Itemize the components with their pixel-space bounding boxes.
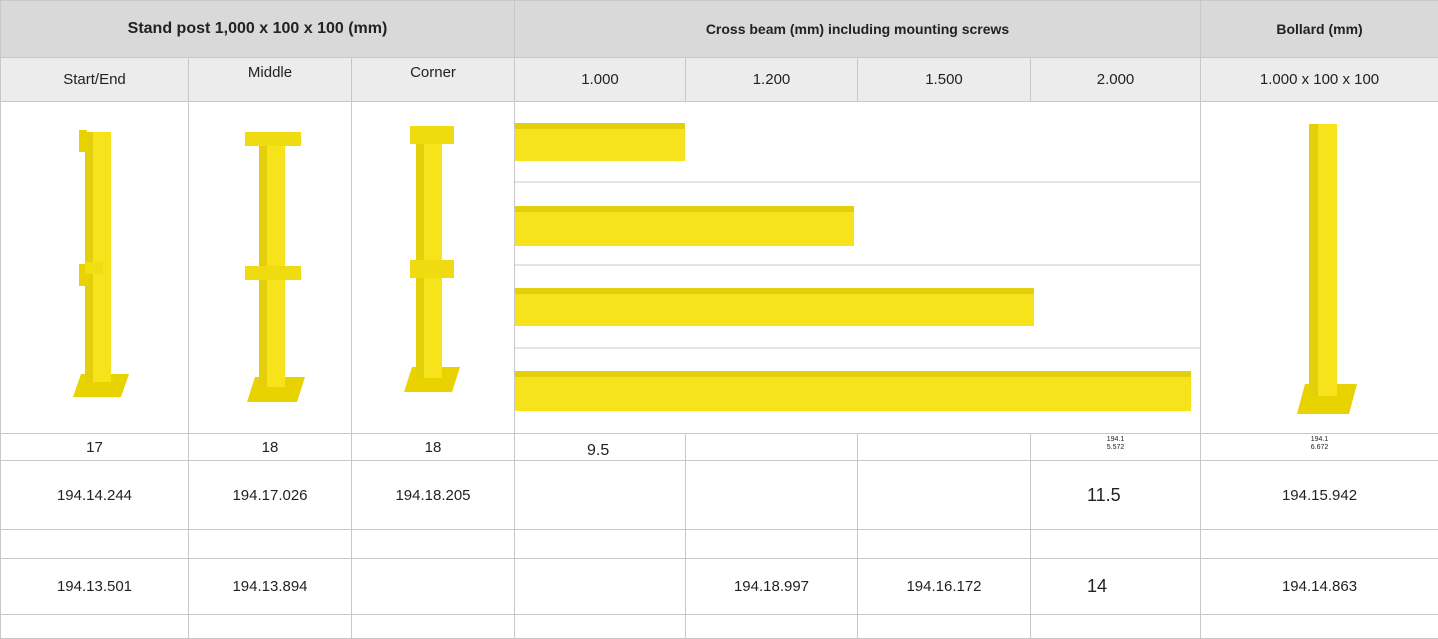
data-cell: [189, 530, 352, 559]
bollard: [1201, 102, 1438, 433]
data-cell: [1, 615, 189, 639]
post-image: [189, 102, 352, 434]
data-cell: [858, 461, 1031, 530]
data-cell: 194.18.205: [352, 461, 515, 530]
data-cell: [515, 530, 686, 559]
data-cell: [352, 559, 515, 615]
subheader-cell: Start/End: [1, 58, 189, 102]
data-cell: [1201, 530, 1438, 559]
header-cell: Stand post 1,000 x 100 x 100 (mm): [1, 1, 515, 58]
data-cell: [1, 530, 189, 559]
data-cell: 194.15.572: [1031, 434, 1201, 461]
data-cell: [515, 559, 686, 615]
subheader-cell: 2.000: [1031, 58, 1201, 102]
data-cell: 17: [1, 434, 189, 461]
data-cell: [1031, 530, 1201, 559]
data-cell: [189, 615, 352, 639]
subheader-cell: 1.000 x 100 x 100: [1201, 58, 1438, 102]
data-cell: [686, 461, 858, 530]
data-cell: 194.14.244: [1, 461, 189, 530]
data-cell: 194.17.026: [189, 461, 352, 530]
data-cell: [1201, 615, 1438, 639]
data-cell: [858, 434, 1031, 461]
data-cell: 194.13.894: [189, 559, 352, 615]
bollard-image: [1201, 102, 1438, 434]
data-cell: [515, 461, 686, 530]
data-cell: [686, 530, 858, 559]
post-corner: [352, 102, 514, 433]
data-cell: 11.5: [1031, 461, 1201, 530]
data-cell: [515, 615, 686, 639]
header-cell: Cross beam (mm) including mounting screw…: [515, 1, 1201, 58]
data-row: [1, 530, 1438, 559]
data-cell: 194.14.863: [1201, 559, 1438, 615]
cell-text: 194.15.572: [1105, 436, 1127, 452]
data-cell: 194.15.942: [1201, 461, 1438, 530]
data-cell: [858, 615, 1031, 639]
data-cell: 18: [352, 434, 515, 461]
data-cell: [352, 615, 515, 639]
post-image: [352, 102, 515, 434]
data-cell: 18: [189, 434, 352, 461]
header-row: Stand post 1,000 x 100 x 100 (mm) Cross …: [1, 1, 1438, 58]
cell-text: 194.16.672: [1309, 436, 1331, 452]
data-cell: [686, 615, 858, 639]
subheader-cell: 1.500: [858, 58, 1031, 102]
data-cell: 194.13.501: [1, 559, 189, 615]
post-middle: [189, 102, 351, 433]
data-cell: 14: [1031, 559, 1201, 615]
data-cell: [352, 530, 515, 559]
header-cell: Bollard (mm): [1201, 1, 1438, 58]
subheader-cell: 1.200: [686, 58, 858, 102]
beam-images: [515, 102, 1201, 434]
data-cell: [686, 434, 858, 461]
data-cell: 194.18.997: [686, 559, 858, 615]
post-image: [1, 102, 189, 434]
subheader-cell: 1.000: [515, 58, 686, 102]
subheader-cell: Corner: [352, 58, 515, 102]
subheader-cell: Middle: [189, 58, 352, 102]
data-row: [1, 615, 1438, 639]
beams: [515, 102, 1201, 433]
data-cell: 194.16.172: [858, 559, 1031, 615]
post-start: [1, 102, 188, 433]
data-cell: 194.16.672: [1201, 434, 1438, 461]
image-row: [1, 102, 1438, 434]
data-cell: [1031, 615, 1201, 639]
data-cell: 9.5: [515, 434, 686, 461]
data-cell: [858, 530, 1031, 559]
